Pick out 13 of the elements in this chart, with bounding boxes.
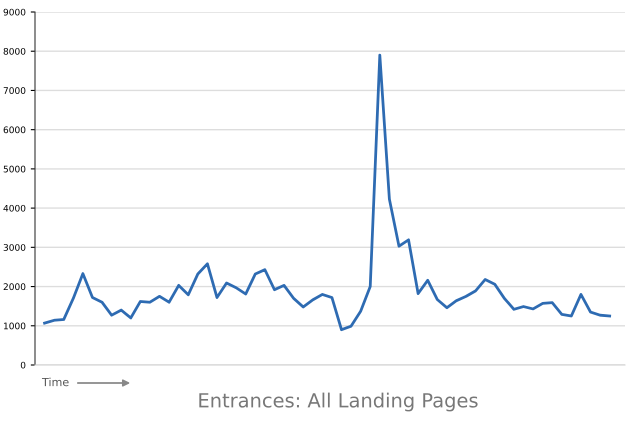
y-tick-label: 8000 [4, 48, 26, 55]
y-tick-label: 7000 [4, 87, 26, 94]
x-axis-title: Time [42, 378, 69, 386]
y-tick-label: 4000 [3, 204, 26, 212]
y-tick-label: 2000 [4, 283, 26, 290]
y-tick-label: 5000 [4, 166, 26, 172]
y-tick-label: 0 [20, 362, 26, 369]
y-tick-label: 9000 [4, 8, 26, 16]
y-tick-label: 6000 [4, 126, 26, 134]
text: Entrances: All Landing Pages [199, 392, 478, 412]
line-series [43, 54, 612, 332]
y-tick-label: 1000 [4, 322, 26, 330]
y-tick-label: 3000 [4, 244, 26, 251]
